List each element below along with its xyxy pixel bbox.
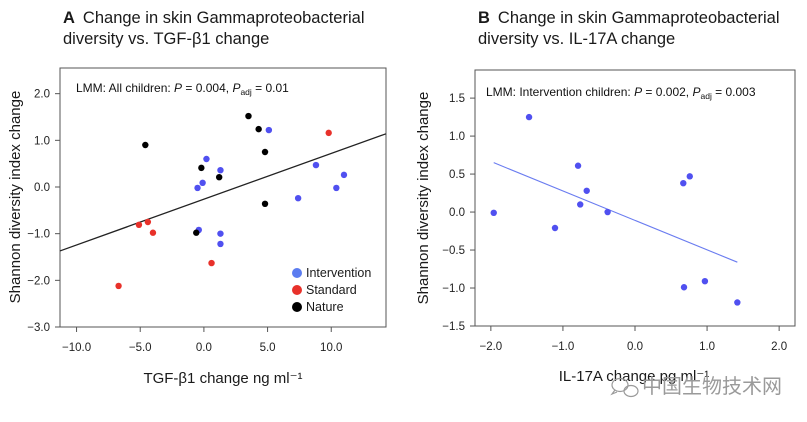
panel-b-title-line-1: B Change in skin Gammaproteobacterial <box>478 9 780 27</box>
legend-label-intervention: Intervention <box>306 266 371 280</box>
panel-b-y-tick-label: 1.0 <box>449 131 465 143</box>
panel-a-x-tick-label: 10.0 <box>320 342 342 354</box>
panel-a-point-intervention <box>333 184 340 192</box>
panel-a-point-intervention <box>294 195 302 202</box>
panel-a-title-line-2: diversity vs. TGF-β1 change <box>63 30 269 48</box>
panel-a-point-nature <box>215 174 223 181</box>
panel-b-point-intervention <box>680 284 688 291</box>
panel-b-point-intervention <box>583 187 590 194</box>
panel-b-regression-line <box>493 162 738 263</box>
wechat-icon <box>610 377 639 398</box>
panel-b-y-axis-label: Shannon diversity index change <box>415 92 432 305</box>
panel-a-point-intervention <box>217 230 224 237</box>
panel-b-letter: B <box>478 9 490 27</box>
panel-b-point-intervention <box>686 173 693 180</box>
legend-label-nature: Nature <box>306 300 344 314</box>
panel-a-point-standard <box>325 129 332 137</box>
panel-a-y-axis: 2.0 1.0 0.0 −1.0 −2.0 −3.0 <box>27 89 60 334</box>
panel-a-y-tick-label: 0.0 <box>34 182 50 194</box>
panel-b-point-intervention <box>490 209 497 217</box>
watermark-text: 中国生物技术网 <box>642 375 782 398</box>
panel-a-point-intervention <box>312 161 320 169</box>
panel-a-lmm-annotation: LMM: All children: P = 0.004, Padj = 0.0… <box>76 81 289 97</box>
panel-b-x-axis-label: IL-17A change pg ml⁻¹ <box>559 368 710 385</box>
panel-b-title-line-2: diversity vs. IL-17A change <box>478 30 675 48</box>
panel-b-x-axis: −2.0 −1.0 0.0 1.0 2.0 <box>480 326 787 353</box>
panel-a-point-nature <box>255 125 262 133</box>
panel-a-point-nature <box>261 200 269 207</box>
panel-b-x-tick-label: 1.0 <box>699 341 715 353</box>
panel-b-point-intervention <box>525 113 533 121</box>
panel-b-y-tick-label: 1.5 <box>449 93 465 105</box>
panel-a: A Change in skin Gammaproteobacterial div… <box>7 9 387 387</box>
panel-a-x-tick-label: −5.0 <box>129 342 152 354</box>
panel-a-points <box>115 112 348 290</box>
panel-a-x-tick-label: 0.0 <box>196 342 212 354</box>
panel-b: B Change in skin Gammaproteobacterial div… <box>415 9 796 385</box>
panel-a-point-nature <box>245 112 252 120</box>
panel-a-y-tick-label: 1.0 <box>34 135 50 147</box>
panel-b-lmm-annotation: LMM: Intervention children: P = 0.002, P… <box>486 85 756 101</box>
panel-b-y-tick-label: 0.0 <box>449 207 465 219</box>
panel-b-point-intervention <box>604 208 611 216</box>
legend-marker-standard <box>292 285 302 295</box>
panel-b-point-intervention <box>701 277 709 285</box>
panel-a-x-tick-label: 5.0 <box>260 342 276 354</box>
panel-b-point-intervention <box>680 179 687 187</box>
panel-a-legend: Intervention Standard Nature <box>292 266 371 314</box>
panel-a-title-line-1: A Change in skin Gammaproteobacterial <box>63 9 365 27</box>
panel-a-x-tick-label: −10.0 <box>62 342 91 354</box>
panel-a-point-intervention <box>199 179 206 186</box>
panel-a-x-axis-label: TGF-β1 change ng ml⁻¹ <box>143 370 302 387</box>
panel-b-y-tick-label: −1.0 <box>442 283 465 295</box>
panel-a-point-nature <box>198 164 205 172</box>
legend-marker-nature <box>292 302 302 312</box>
watermark: 中国生物技术网 <box>610 375 782 398</box>
legend-marker-intervention <box>292 268 302 278</box>
panel-b-x-tick-label: 0.0 <box>627 341 643 353</box>
panel-a-letter: A <box>63 9 75 27</box>
panel-a-y-tick-label: −1.0 <box>27 229 50 241</box>
panel-a-point-standard <box>115 282 122 290</box>
panel-b-x-tick-label: −2.0 <box>480 341 503 353</box>
panel-a-point-intervention <box>265 126 273 134</box>
panel-b-x-tick-label: 2.0 <box>771 341 787 353</box>
panel-a-y-tick-label: −2.0 <box>27 275 50 287</box>
panel-a-y-axis-label: Shannon diversity index change <box>7 91 24 304</box>
panel-b-point-intervention <box>734 299 741 306</box>
panel-b-y-tick-label: 0.5 <box>449 169 465 181</box>
legend-label-standard: Standard <box>306 283 357 297</box>
panel-a-point-standard <box>149 229 157 236</box>
panel-a-point-intervention <box>217 240 224 248</box>
panel-a-x-axis: −10.0 −5.0 0.0 5.0 10.0 <box>62 327 342 354</box>
panel-b-point-intervention <box>551 224 559 232</box>
panel-a-point-nature <box>142 141 149 149</box>
panel-b-y-tick-label: −0.5 <box>442 245 465 257</box>
panel-a-point-intervention <box>203 155 210 163</box>
panel-a-point-standard <box>135 221 143 228</box>
panel-b-point-intervention <box>577 201 584 208</box>
panel-a-point-intervention <box>194 184 201 192</box>
panel-b-y-tick-label: −1.5 <box>442 321 465 333</box>
panel-a-y-tick-label: −3.0 <box>27 322 50 334</box>
panel-a-regression-line <box>59 133 387 252</box>
panel-a-plot-frame <box>59 67 387 328</box>
panel-a-point-standard <box>208 259 215 267</box>
panel-a-y-tick-label: 2.0 <box>34 89 50 101</box>
panel-b-x-tick-label: −1.0 <box>552 341 575 353</box>
panel-a-point-nature <box>193 229 200 236</box>
panel-a-point-nature <box>261 148 269 156</box>
panel-b-plot-frame <box>474 69 796 327</box>
panel-a-point-standard <box>144 218 152 226</box>
panel-b-point-intervention <box>574 162 582 169</box>
panel-b-points <box>490 113 741 306</box>
panel-a-point-intervention <box>340 171 348 179</box>
panel-b-y-axis: 1.5 1.0 0.5 0.0 −0.5 −1.0 −1.5 <box>442 93 475 333</box>
panel-a-point-intervention <box>217 167 224 174</box>
